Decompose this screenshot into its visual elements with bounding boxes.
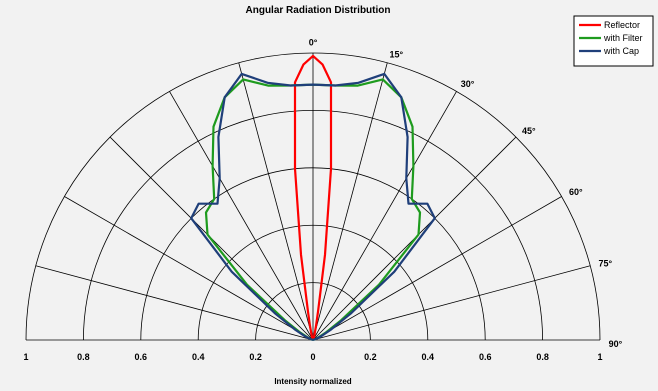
legend-label: with Filter bbox=[603, 33, 643, 43]
legend-label: Reflector bbox=[604, 20, 640, 30]
tick-label: 1 bbox=[597, 352, 602, 362]
grid-spoke bbox=[312, 265, 591, 341]
tick-label: 0.4 bbox=[192, 352, 205, 362]
series-line bbox=[293, 54, 333, 341]
tick-label: 0.6 bbox=[479, 352, 492, 362]
grid-spoke bbox=[238, 62, 314, 341]
angle-labels: 0° 15° 30° 45° 60° 75° 90° bbox=[309, 37, 623, 349]
grid-spoke bbox=[64, 196, 314, 341]
grid-spoke bbox=[35, 265, 314, 341]
angle-label: 90° bbox=[609, 339, 623, 349]
grid-spoke bbox=[312, 91, 457, 341]
grid-spoke bbox=[312, 196, 562, 341]
tick-label: 0.2 bbox=[364, 352, 377, 362]
tick-label: 0.8 bbox=[77, 352, 90, 362]
tick-label: 0.6 bbox=[135, 352, 148, 362]
angle-label: 75° bbox=[599, 259, 613, 269]
angle-label: 45° bbox=[522, 126, 536, 136]
chart-title: Angular Radiation Distribution bbox=[246, 5, 391, 16]
x-axis-label: Intensity normalized bbox=[274, 377, 351, 386]
tick-label: 0.4 bbox=[422, 352, 435, 362]
tick-label: 1 bbox=[23, 352, 28, 362]
angle-label: 15° bbox=[390, 50, 404, 60]
angle-label: 30° bbox=[461, 79, 475, 89]
grid-spoke bbox=[312, 62, 388, 341]
series-layer bbox=[190, 54, 436, 342]
series-line bbox=[190, 72, 436, 342]
tick-label: 0 bbox=[310, 352, 315, 362]
polar-grid bbox=[25, 52, 601, 341]
legend: Reflector with Filter with Cap bbox=[573, 15, 654, 67]
angle-label: 0° bbox=[309, 37, 318, 47]
grid-spoke bbox=[169, 91, 314, 341]
legend-label: with Cap bbox=[603, 46, 639, 56]
tick-label: 0.8 bbox=[536, 352, 549, 362]
radial-ticks: 1 0.8 0.6 0.4 0.2 0 0.2 0.4 0.6 0.8 1 bbox=[23, 352, 602, 362]
angle-label: 60° bbox=[569, 187, 583, 197]
tick-label: 0.2 bbox=[249, 352, 262, 362]
